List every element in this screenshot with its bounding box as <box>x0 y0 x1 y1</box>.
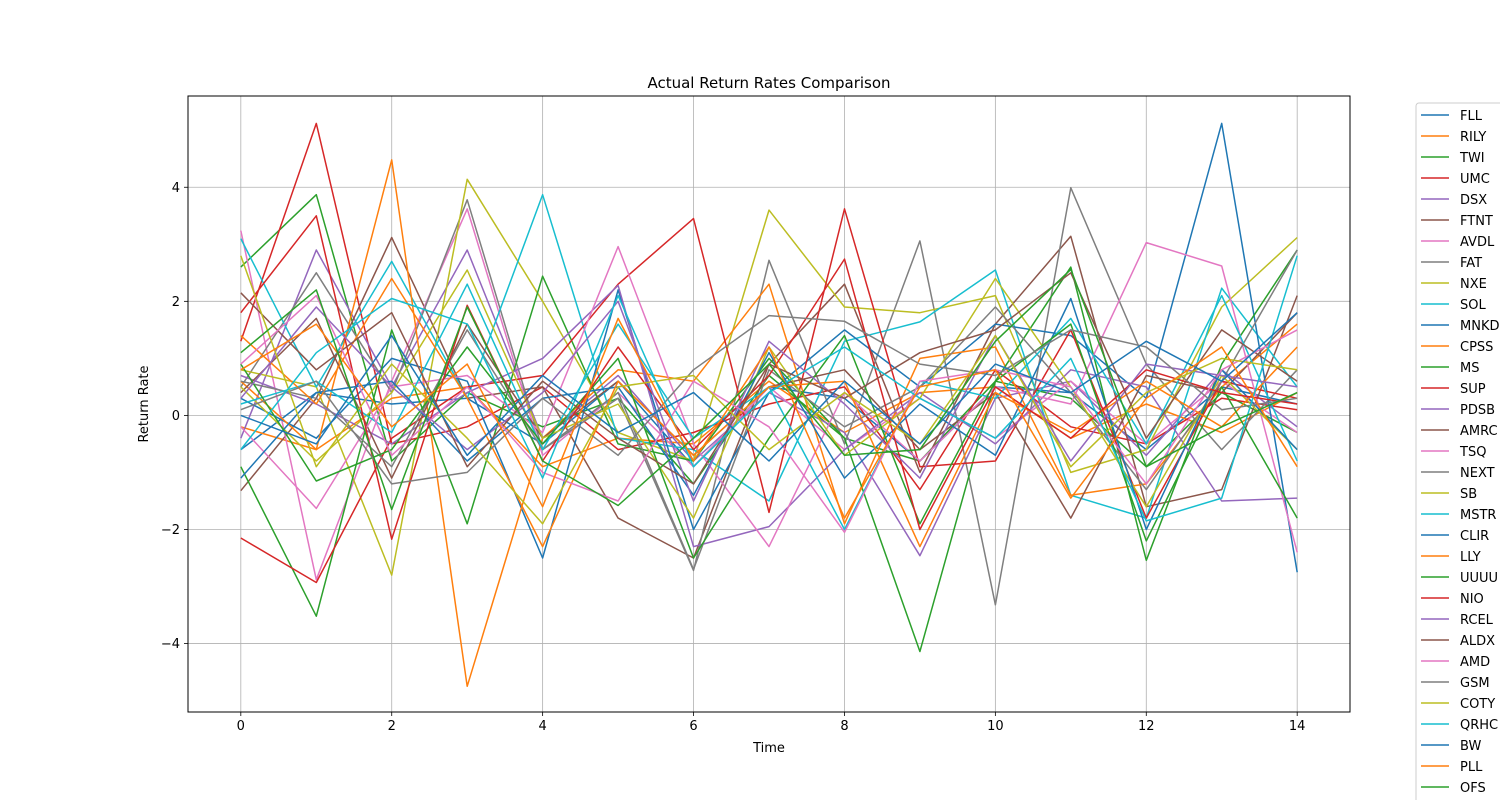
legend-label: FTNT <box>1460 214 1493 229</box>
series-line-cpss <box>240 159 1298 688</box>
axis-ticks: 0 2 4 6 8 10 12 14 −4 −2 0 2 4 <box>161 181 1306 734</box>
legend-label: DSX <box>1460 193 1487 208</box>
series-line-ms <box>240 249 1298 653</box>
x-tick-label: 4 <box>538 719 546 734</box>
legend-label: FLL <box>1460 109 1483 124</box>
x-tick-label: 2 <box>388 719 396 734</box>
legend-label: CLIR <box>1460 529 1489 544</box>
legend-frame <box>1415 102 1500 800</box>
legend-label: QRHC <box>1460 718 1498 733</box>
series-lines <box>240 122 1298 688</box>
legend-label: NEXT <box>1460 466 1495 481</box>
legend-label: AVDL <box>1460 235 1495 250</box>
legend-label: UMC <box>1460 172 1490 187</box>
legend-label: OFS <box>1460 781 1486 796</box>
legend-label: TWI <box>1459 151 1485 166</box>
legend-label: SB <box>1460 487 1477 502</box>
series-line-rcel <box>240 300 1298 502</box>
legend-label: AMD <box>1460 655 1490 670</box>
y-tick-label: −4 <box>161 637 180 652</box>
legend-label: CPSS <box>1460 340 1493 355</box>
series-line-umc <box>240 122 1298 491</box>
y-axis-label: Return Rate <box>137 365 152 442</box>
legend-label: SUP <box>1460 382 1486 397</box>
series-line-amd <box>240 294 1298 534</box>
legend-label: SOL <box>1460 298 1486 313</box>
x-tick-label: 14 <box>1289 719 1306 734</box>
plot-frame <box>187 95 1351 713</box>
legend-label: LLY <box>1460 550 1481 565</box>
legend-label: MSTR <box>1460 508 1496 523</box>
series-line-gsm <box>240 314 1298 485</box>
series-line-uuuu <box>240 323 1298 559</box>
series-line-ofs <box>240 268 1298 511</box>
y-tick-label: 0 <box>172 409 180 424</box>
legend-label: GSM <box>1460 676 1490 691</box>
chart-title: Actual Return Rates Comparison <box>647 74 890 92</box>
legend: FLL RILY TWI UMC DSX FTNT AVDL FAT NXE SOL MNKD CPS… <box>1415 102 1500 800</box>
x-tick-label: 12 <box>1138 719 1155 734</box>
series-line-qrhc <box>240 255 1298 522</box>
legend-label: NIO <box>1460 592 1484 607</box>
x-axis-label: Time <box>752 741 785 756</box>
series-line-pll <box>240 317 1298 519</box>
legend-label: MNKD <box>1460 319 1499 334</box>
legend-label: AMRC <box>1460 424 1498 439</box>
legend-label: ALDX <box>1460 634 1495 649</box>
series-line-fat <box>240 187 1298 606</box>
legend-label: COTY <box>1460 697 1495 712</box>
legend-label: FAT <box>1460 256 1482 271</box>
legend-label: UUUU <box>1460 571 1498 586</box>
legend-label: TSQ <box>1459 445 1486 460</box>
legend-label: BW <box>1460 739 1481 754</box>
legend-label: NXE <box>1460 277 1487 292</box>
x-tick-label: 6 <box>689 719 697 734</box>
x-tick-label: 10 <box>987 719 1004 734</box>
legend-label: RILY <box>1460 130 1486 145</box>
series-line-lly <box>240 277 1298 548</box>
y-tick-label: 4 <box>172 181 180 196</box>
series-line-bw <box>240 312 1298 462</box>
series-line-coty <box>240 255 1298 525</box>
x-tick-label: 0 <box>237 719 245 734</box>
legend-label: PDSB <box>1460 403 1495 418</box>
legend-label: MS <box>1460 361 1479 376</box>
y-tick-label: 2 <box>172 295 180 310</box>
series-line-next <box>240 249 1298 571</box>
y-tick-label: −2 <box>161 523 180 538</box>
legend-label: PLL <box>1460 760 1483 775</box>
series-line-nio <box>240 215 1298 540</box>
legend-label: RCEL <box>1460 613 1494 628</box>
x-tick-label: 8 <box>840 719 848 734</box>
